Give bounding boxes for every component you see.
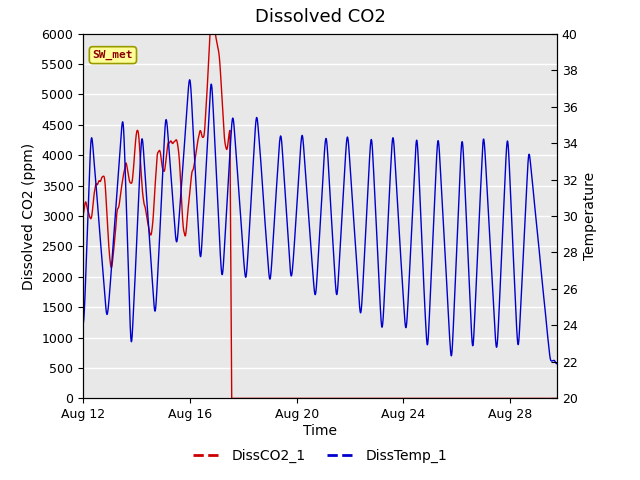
Title: Dissolved CO2: Dissolved CO2 [255,9,385,26]
X-axis label: Time: Time [303,424,337,438]
Legend: DissCO2_1, DissTemp_1: DissCO2_1, DissTemp_1 [188,443,452,468]
Y-axis label: Dissolved CO2 (ppm): Dissolved CO2 (ppm) [22,143,36,289]
Text: SW_met: SW_met [93,50,133,60]
Y-axis label: Temperature: Temperature [583,172,597,260]
